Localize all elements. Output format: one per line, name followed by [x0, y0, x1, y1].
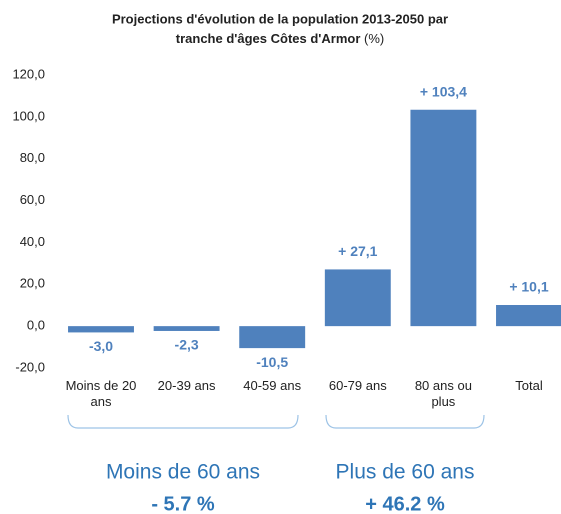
group-label: Moins de 60 ans	[106, 461, 260, 484]
y-tick-label: 120,0	[12, 66, 45, 81]
x-tick-label: 20-39 ans	[157, 378, 216, 393]
group-label: Plus de 60 ans	[336, 461, 475, 484]
group-value: - 5.7 %	[151, 493, 215, 514]
chart-unit: (%)	[364, 31, 384, 46]
x-tick-label: Moins de 20 ans	[65, 378, 137, 409]
value-label: -2,3	[175, 337, 199, 353]
chart-title: tranche d'âges Côtes d'Armor (%)	[176, 31, 384, 46]
y-tick-label: -20,0	[15, 359, 45, 374]
y-tick-label: 40,0	[20, 234, 45, 249]
y-tick-label: 60,0	[20, 192, 45, 207]
y-tick-label: 80,0	[20, 150, 45, 165]
x-tick-label: 80 ans ou plus	[414, 378, 472, 409]
x-tick-label: 40-59 ans	[243, 378, 302, 393]
chart-title-line: tranche d'âges Côtes d'Armor	[176, 31, 361, 46]
group-value: + 46.2 %	[365, 493, 445, 514]
bar	[239, 326, 306, 349]
value-label: -3,0	[89, 338, 113, 354]
bar	[410, 109, 477, 327]
group-bracket	[67, 414, 299, 429]
value-label: -10,5	[256, 354, 288, 370]
value-label: + 10,1	[509, 279, 549, 295]
bar	[324, 269, 391, 327]
bar	[68, 326, 134, 333]
y-tick-label: 100,0	[12, 108, 45, 123]
chart-title: Projections d'évolution de la population…	[112, 11, 448, 26]
bar	[496, 305, 561, 327]
y-tick-label: 0,0	[27, 318, 45, 333]
value-label: + 103,4	[420, 83, 467, 99]
x-tick-label: 60-79 ans	[328, 378, 387, 393]
x-tick-label: Total	[515, 378, 543, 393]
group-bracket	[325, 414, 485, 429]
bar	[153, 326, 220, 331]
value-label: + 27,1	[338, 243, 378, 259]
y-tick-label: 20,0	[20, 276, 45, 291]
